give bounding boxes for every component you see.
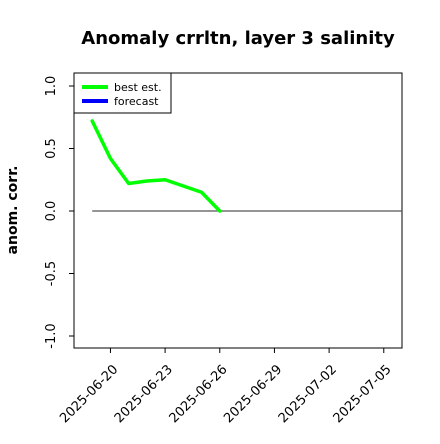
y-tick-label: -0.5	[44, 261, 59, 286]
y-axis-label: anom. corr.	[5, 166, 21, 255]
chart-title: Anomaly crrltn, layer 3 salinity	[81, 28, 395, 49]
legend-label-best-est: best est.	[114, 81, 162, 94]
legend-box	[73, 72, 172, 114]
y-tick-label: 1.0	[44, 76, 59, 97]
data-point	[109, 158, 111, 159]
data-point	[91, 120, 93, 122]
y-tick-label: 0.5	[44, 138, 59, 159]
legend: best est. forecast	[73, 72, 172, 114]
data-point	[164, 179, 166, 181]
legend-label-forecast: forecast	[114, 95, 159, 108]
x-tick-label: 2025-07-05	[331, 362, 395, 426]
series-layer	[90, 119, 222, 213]
y-axis: -1.0 -0.5 0.0 0.5 1.0	[44, 76, 74, 349]
data-point	[201, 191, 203, 193]
data-point	[146, 180, 148, 182]
y-tick-label: -1.0	[44, 323, 59, 348]
data-point	[219, 210, 221, 212]
y-tick-label: 0.0	[44, 201, 59, 222]
series-line-best-est	[90, 119, 222, 213]
data-point	[128, 183, 130, 184]
data-point	[182, 185, 184, 187]
x-axis: 2025-06-202025-06-232025-06-262025-06-29…	[57, 348, 395, 426]
